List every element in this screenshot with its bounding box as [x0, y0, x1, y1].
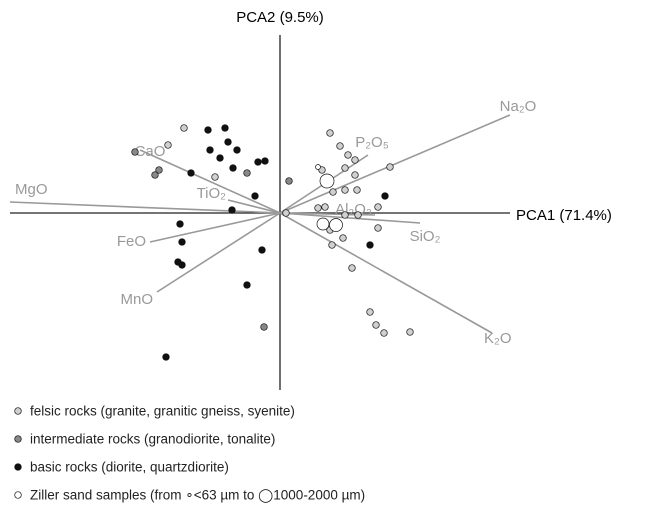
loading-label: K₂O: [484, 330, 512, 347]
loading-label: FeO: [117, 233, 146, 250]
point: [260, 323, 268, 331]
point: [180, 124, 188, 132]
point: [328, 241, 336, 249]
point: [204, 126, 212, 134]
point: [254, 158, 262, 166]
loading-label: CaO: [135, 143, 166, 160]
loading-label: Na₂O: [500, 98, 537, 115]
loading-vector: [279, 212, 421, 224]
point: [261, 157, 269, 165]
point: [354, 211, 362, 219]
point: [353, 186, 361, 194]
loading-vector: [149, 212, 281, 243]
point: [243, 169, 251, 177]
point: [243, 281, 251, 289]
point: [282, 209, 290, 217]
legend-label: intermediate rocks (granodiorite, tonali…: [30, 432, 275, 447]
point: [251, 192, 259, 200]
loading-vector: [279, 114, 511, 214]
point: [406, 328, 414, 336]
point: [206, 146, 214, 154]
point: [315, 164, 321, 170]
legend-marker: [14, 463, 22, 471]
point: [386, 163, 394, 171]
loading-vector: [227, 199, 281, 214]
point: [351, 156, 359, 164]
legend-marker: [14, 491, 22, 499]
loading-label: MnO: [120, 291, 153, 308]
point: [341, 186, 349, 194]
point: [162, 353, 170, 361]
point: [228, 206, 236, 214]
point: [211, 173, 219, 181]
point: [329, 188, 337, 196]
point: [381, 192, 389, 200]
point: [344, 151, 352, 159]
point: [178, 238, 186, 246]
point: [187, 169, 195, 177]
point: [326, 129, 334, 137]
x-axis-label: PCA1 (71.4%): [516, 207, 612, 224]
point: [348, 264, 356, 272]
loading-vector: [279, 212, 493, 334]
point: [221, 124, 229, 132]
point: [374, 203, 382, 211]
loading-vector: [156, 212, 281, 293]
loading-label: SiO₂: [410, 228, 441, 245]
y-axis-label: PCA2 (9.5%): [236, 9, 324, 26]
point: [155, 166, 163, 174]
point: [151, 171, 159, 179]
point: [233, 146, 241, 154]
point: [224, 138, 232, 146]
point: [336, 142, 344, 150]
point: [380, 329, 388, 337]
point: [351, 171, 359, 179]
legend-marker: [14, 435, 22, 443]
point: [176, 220, 184, 228]
legend-marker: [14, 407, 22, 415]
legend-label: basic rocks (diorite, quartzdiorite): [30, 460, 229, 475]
point: [372, 321, 380, 329]
point: [319, 173, 335, 189]
point: [258, 246, 266, 254]
legend-label: felsic rocks (granite, granitic gneiss, …: [30, 404, 295, 419]
point: [285, 177, 293, 185]
loading-label: MgO: [15, 181, 48, 198]
legend-label: Ziller sand samples (from ∘<63 µm to ◯10…: [30, 488, 365, 504]
loading-label: TiO₂: [197, 185, 227, 202]
point: [329, 218, 343, 232]
point: [131, 148, 139, 156]
point: [316, 217, 330, 231]
point: [321, 203, 329, 211]
point: [164, 141, 172, 149]
point: [314, 204, 322, 212]
point: [366, 241, 374, 249]
point: [341, 164, 349, 172]
point: [216, 154, 224, 162]
loading-label: P₂O₅: [355, 134, 389, 151]
point: [339, 234, 347, 242]
loading-vector: [139, 149, 281, 214]
point: [341, 211, 349, 219]
point: [366, 308, 374, 316]
point: [374, 224, 382, 232]
loading-label: Al₂O₃: [335, 201, 372, 218]
point: [229, 164, 237, 172]
point: [178, 261, 186, 269]
